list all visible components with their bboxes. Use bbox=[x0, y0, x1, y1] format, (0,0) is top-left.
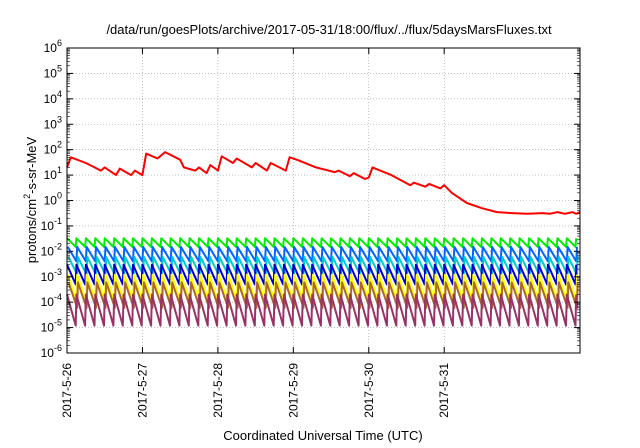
y-tick-label: 102 bbox=[44, 140, 62, 157]
y-tick-label: 103 bbox=[44, 114, 62, 131]
sawtooth-series-line bbox=[67, 256, 579, 276]
y-tick-label: 105 bbox=[44, 63, 62, 80]
y-tick-label: 10-1 bbox=[41, 216, 62, 233]
sawtooth-series-line bbox=[66, 245, 578, 263]
ticks: 10-6 10-5 10-4 10-3 10-2 10-1 100 101 102 103 104 1… bbox=[41, 38, 580, 418]
plot-lines bbox=[66, 151, 581, 327]
chart-title: /data/run/goesPlots/archive/2017-05-31/1… bbox=[106, 22, 552, 37]
y-tick-label: 10-3 bbox=[41, 267, 62, 284]
y-tick-label: 104 bbox=[44, 89, 62, 106]
x-tick-label: 2017-5-29 bbox=[286, 363, 300, 418]
x-tick-label: 2017-5-30 bbox=[362, 363, 376, 418]
x-tick-label: 2017-5-31 bbox=[437, 363, 451, 418]
sawtooth-series-line bbox=[66, 273, 578, 302]
y-tick-label: 10-6 bbox=[41, 343, 62, 360]
sawtooth-series-line bbox=[66, 237, 578, 248]
y-tick-label: 100 bbox=[44, 191, 62, 208]
y-tick-label: 101 bbox=[44, 165, 62, 182]
x-tick-label: 2017-5-27 bbox=[135, 363, 149, 418]
x-axis-label: Coordinated Universal Time (UTC) bbox=[223, 428, 422, 443]
sawtooth-series-line bbox=[66, 263, 578, 286]
y-tick-label: 10-2 bbox=[41, 241, 62, 258]
sawtooth-series-line bbox=[66, 293, 578, 327]
x-tick-label: 2017-5-26 bbox=[60, 363, 74, 418]
y-tick-label: 106 bbox=[44, 38, 62, 55]
y-tick-label: 10-5 bbox=[41, 318, 62, 335]
red-series-line bbox=[66, 151, 581, 215]
sawtooth-series-line bbox=[67, 281, 579, 309]
y-tick-label: 10-4 bbox=[41, 292, 62, 309]
y-axis-label: protons/cm2-s-sr-MeV bbox=[22, 136, 39, 263]
x-tick-label: 2017-5-28 bbox=[211, 363, 225, 418]
